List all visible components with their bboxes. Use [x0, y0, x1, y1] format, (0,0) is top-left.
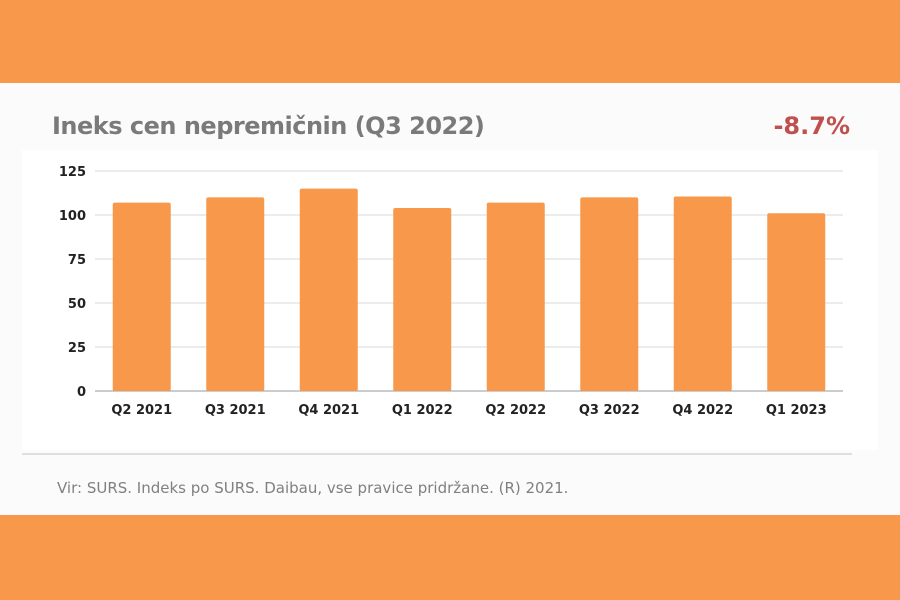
change-value: -8.7%	[773, 112, 850, 140]
y-tick-label: 25	[68, 341, 86, 356]
bar	[673, 196, 732, 391]
bar	[299, 188, 358, 391]
bar	[112, 202, 171, 391]
x-tick-label: Q1 2023	[766, 403, 827, 418]
x-tick-label: Q2 2022	[485, 403, 546, 418]
y-tick-label: 125	[59, 165, 86, 180]
x-tick-label: Q4 2021	[298, 403, 359, 418]
bar	[767, 213, 826, 391]
chart-title: Ineks cen nepremičnin (Q3 2022)	[52, 112, 485, 140]
y-tick-label: 0	[77, 385, 86, 400]
bar	[486, 202, 545, 391]
bar	[580, 197, 639, 391]
x-tick-label: Q1 2022	[392, 403, 453, 418]
source-note: Vir: SURS. Indeks po SURS. Daibau, vse p…	[57, 479, 569, 497]
bar	[206, 197, 265, 391]
x-tick-label: Q3 2022	[579, 403, 640, 418]
x-tick-label: Q4 2022	[672, 403, 733, 418]
y-tick-label: 50	[68, 297, 86, 312]
divider	[22, 453, 852, 455]
x-tick-label: Q2 2021	[111, 403, 172, 418]
y-tick-label: 75	[68, 253, 86, 268]
y-tick-label: 100	[59, 209, 86, 224]
x-tick-label: Q3 2021	[205, 403, 266, 418]
bar	[393, 207, 452, 391]
